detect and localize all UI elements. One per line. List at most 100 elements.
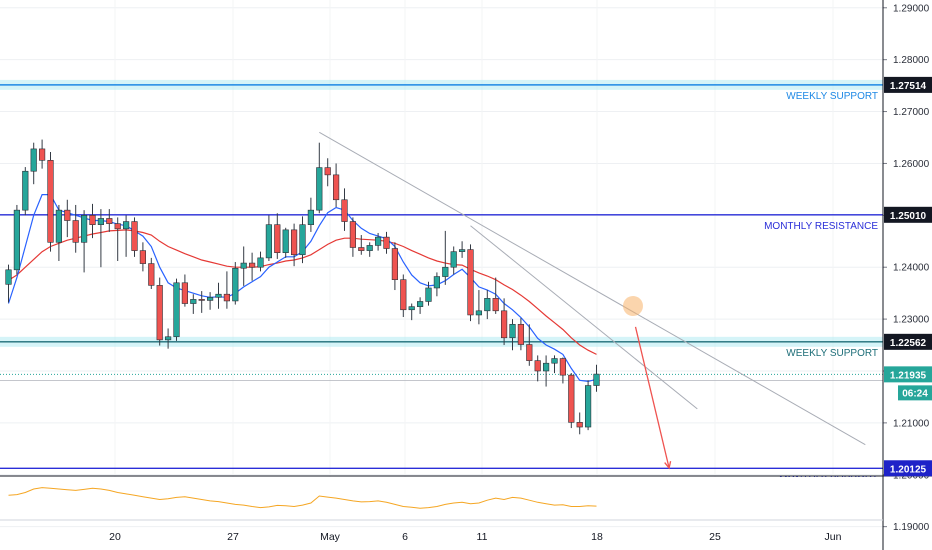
candle-body[interactable] [442,266,449,277]
candle-body[interactable] [207,297,214,301]
candle-body[interactable] [240,262,247,269]
candle-body[interactable] [458,249,466,252]
candle-body[interactable] [5,269,12,285]
candle-body[interactable] [282,229,289,253]
candle-body[interactable] [148,263,155,286]
candle-body[interactable] [131,221,138,251]
candle-body[interactable] [358,247,365,251]
candlestick-series[interactable] [5,139,600,435]
candle-body[interactable] [232,267,239,302]
price-tag [884,76,932,93]
candle-body[interactable] [114,223,121,230]
candle-body[interactable] [47,160,54,243]
candle-body[interactable] [374,236,382,246]
candle-body[interactable] [542,362,550,372]
candle-body[interactable] [576,422,583,428]
candle-body[interactable] [89,215,96,225]
level-label: MONTHLY RESISTANCE [764,221,878,232]
candle-body[interactable] [257,257,264,268]
candle-body[interactable] [517,323,524,345]
oscillator-background [0,477,883,520]
oscillator-pane [0,475,932,520]
date-tick-label: 27 [227,531,239,543]
price-tag [884,206,932,223]
candle-body[interactable] [123,221,130,230]
candle-body[interactable] [526,344,533,361]
candle-body[interactable] [425,287,432,302]
price-tick-label: 1.19000 [893,522,930,533]
candle-body[interactable] [475,310,483,316]
candle-body[interactable] [22,170,29,211]
candle-body[interactable] [165,336,172,341]
candle-body[interactable] [559,358,566,376]
candle-body[interactable] [30,148,37,172]
candle-body[interactable] [307,209,315,225]
date-tick-label: 25 [709,531,721,543]
candle-body[interactable] [13,209,20,271]
candle-body[interactable] [106,218,113,224]
price-tags: 1.27514 1.25010 1.22562 1.20125 1.21935 06:24 [884,76,932,477]
candle-body[interactable] [290,229,298,256]
price-tag-label: 1.22562 [890,338,927,349]
forecast-arrow[interactable] [634,326,672,470]
candle-body[interactable] [139,250,147,264]
candle-body[interactable] [500,310,508,339]
candle-body[interactable] [215,293,222,298]
candle-body[interactable] [416,301,424,307]
candle-body[interactable] [349,221,357,248]
forecast-arrow-line[interactable] [634,326,670,469]
candle-body[interactable] [299,224,306,256]
support-resistance-bands [0,79,883,347]
candle-body[interactable] [249,262,256,268]
candle-body[interactable] [593,373,600,386]
candle-body[interactable] [366,245,373,251]
price-tag [884,460,932,477]
candle-body[interactable] [467,249,474,316]
candle-body[interactable] [64,209,71,221]
candle-body[interactable] [391,248,399,280]
price-tick-label: 1.27000 [893,107,930,118]
candle-body[interactable] [383,236,390,249]
intersection-highlight [623,296,643,316]
trend-lines[interactable] [319,131,866,446]
date-axis[interactable]: 20 27 May 6 11 18 25 Jun [0,519,883,543]
candle-body[interactable] [72,220,79,243]
candle-body[interactable] [324,167,331,176]
candle-body[interactable] [38,148,46,161]
candle-body[interactable] [568,374,575,423]
candle-body[interactable] [274,224,281,253]
candle-body[interactable] [509,323,516,339]
price-tick-label: 1.28000 [893,55,930,66]
candle-body[interactable] [97,218,104,225]
price-tag-label: 1.20125 [890,464,927,475]
candle-body[interactable] [156,285,163,341]
price-tick-label: 1.29000 [893,3,930,14]
candle-body[interactable] [223,293,231,302]
trend-line[interactable] [319,131,866,446]
candle-body[interactable] [492,298,499,312]
candle-body[interactable] [400,279,407,311]
candle-body[interactable] [316,167,323,211]
candle-body[interactable] [181,282,189,304]
candle-body[interactable] [584,385,592,428]
candle-body[interactable] [173,282,180,338]
intersection-circle [623,296,643,316]
candle-body[interactable] [198,299,205,301]
candle-body[interactable] [484,298,491,312]
candle-body[interactable] [551,358,558,364]
candle-body[interactable] [433,276,441,289]
candle-body[interactable] [341,199,348,222]
level-lines[interactable]: WEEKLY SUPPORT MONTHLY RESISTANCE WEEKLY S… [0,84,883,485]
trend-line[interactable] [470,225,698,410]
price-tick-label: 1.24000 [893,263,930,274]
candle-body[interactable] [332,174,340,201]
candle-body[interactable] [408,306,415,311]
candle-body[interactable] [81,215,88,243]
candle-body[interactable] [450,251,457,268]
candle-body[interactable] [190,299,197,304]
candle-body[interactable] [534,360,541,372]
candle-body[interactable] [55,209,62,243]
candle-body[interactable] [265,224,273,259]
date-tick-label: May [320,531,341,543]
